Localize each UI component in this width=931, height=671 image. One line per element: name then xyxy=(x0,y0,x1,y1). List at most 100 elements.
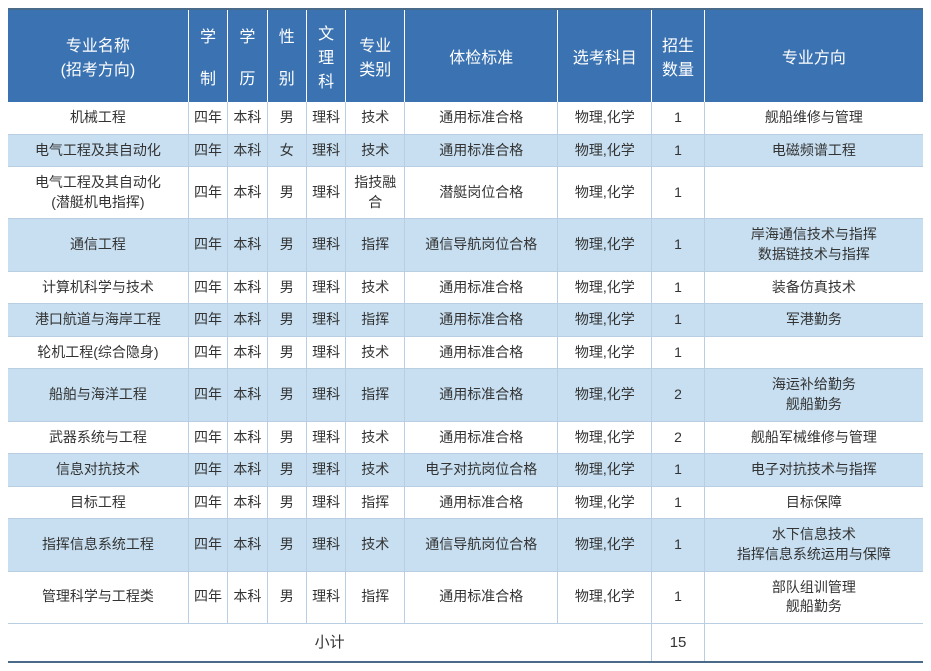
table-row: 电气工程及其自动化(潜艇机电指挥)四年本科男理科指技融合潜艇岗位合格物理,化学1 xyxy=(8,167,923,219)
cell-degree: 本科 xyxy=(228,454,267,487)
cell-quota: 1 xyxy=(652,486,704,519)
cell-gender: 男 xyxy=(267,271,306,304)
cell-physical: 通用标准合格 xyxy=(405,571,558,623)
cell-category: 指挥 xyxy=(346,304,405,337)
table-row: 港口航道与海岸工程四年本科男理科指挥通用标准合格物理,化学1军港勤务 xyxy=(8,304,923,337)
cell-gender: 男 xyxy=(267,102,306,134)
cell-direction xyxy=(704,167,923,219)
table-row: 船舶与海洋工程四年本科男理科指挥通用标准合格物理,化学2海运补给勤务舰船勤务 xyxy=(8,369,923,421)
cell-direction xyxy=(704,336,923,369)
cell-gender: 男 xyxy=(267,167,306,219)
admission-table: 专业名称(招考方向)学 制学 历性 别文理科专业类别体检标准选考科目招生数量专业… xyxy=(8,8,923,663)
cell-degree: 本科 xyxy=(228,102,267,134)
cell-degree: 本科 xyxy=(228,571,267,623)
cell-subjects: 物理,化学 xyxy=(558,271,652,304)
cell-category: 指挥 xyxy=(346,486,405,519)
cell-subjects: 物理,化学 xyxy=(558,336,652,369)
cell-subjects: 物理,化学 xyxy=(558,304,652,337)
cell-duration: 四年 xyxy=(188,454,227,487)
cell-arts-sci: 理科 xyxy=(306,571,345,623)
cell-physical: 通信导航岗位合格 xyxy=(405,519,558,571)
table-row: 机械工程四年本科男理科技术通用标准合格物理,化学1舰船维修与管理 xyxy=(8,102,923,134)
cell-category: 技术 xyxy=(346,271,405,304)
table-row: 信息对抗技术四年本科男理科技术电子对抗岗位合格物理,化学1电子对抗技术与指挥 xyxy=(8,454,923,487)
cell-gender: 男 xyxy=(267,421,306,454)
cell-name: 武器系统与工程 xyxy=(8,421,188,454)
cell-direction: 海运补给勤务舰船勤务 xyxy=(704,369,923,421)
cell-duration: 四年 xyxy=(188,219,227,271)
cell-quota: 2 xyxy=(652,421,704,454)
table-footer: 小计 15 xyxy=(8,623,923,662)
cell-name: 目标工程 xyxy=(8,486,188,519)
cell-gender: 男 xyxy=(267,486,306,519)
cell-degree: 本科 xyxy=(228,369,267,421)
table-row: 武器系统与工程四年本科男理科技术通用标准合格物理,化学2舰船军械维修与管理 xyxy=(8,421,923,454)
cell-arts-sci: 理科 xyxy=(306,519,345,571)
header-subjects: 选考科目 xyxy=(558,9,652,102)
cell-arts-sci: 理科 xyxy=(306,304,345,337)
cell-quota: 1 xyxy=(652,519,704,571)
cell-subjects: 物理,化学 xyxy=(558,134,652,167)
header-quota: 招生数量 xyxy=(652,9,704,102)
cell-quota: 1 xyxy=(652,571,704,623)
cell-duration: 四年 xyxy=(188,167,227,219)
header-direction: 专业方向 xyxy=(704,9,923,102)
cell-name: 轮机工程(综合隐身) xyxy=(8,336,188,369)
cell-quota: 1 xyxy=(652,219,704,271)
cell-gender: 男 xyxy=(267,369,306,421)
footer-total: 15 xyxy=(652,623,704,662)
cell-quota: 1 xyxy=(652,167,704,219)
cell-subjects: 物理,化学 xyxy=(558,369,652,421)
cell-duration: 四年 xyxy=(188,134,227,167)
cell-subjects: 物理,化学 xyxy=(558,219,652,271)
cell-arts-sci: 理科 xyxy=(306,271,345,304)
cell-subjects: 物理,化学 xyxy=(558,454,652,487)
cell-direction: 电子对抗技术与指挥 xyxy=(704,454,923,487)
header-physical: 体检标准 xyxy=(405,9,558,102)
cell-physical: 通用标准合格 xyxy=(405,134,558,167)
table-row: 轮机工程(综合隐身)四年本科男理科技术通用标准合格物理,化学1 xyxy=(8,336,923,369)
cell-direction: 装备仿真技术 xyxy=(704,271,923,304)
table-row: 计算机科学与技术四年本科男理科技术通用标准合格物理,化学1装备仿真技术 xyxy=(8,271,923,304)
cell-physical: 通用标准合格 xyxy=(405,421,558,454)
cell-name: 计算机科学与技术 xyxy=(8,271,188,304)
cell-degree: 本科 xyxy=(228,336,267,369)
cell-gender: 男 xyxy=(267,219,306,271)
cell-arts-sci: 理科 xyxy=(306,134,345,167)
cell-direction: 部队组训管理舰船勤务 xyxy=(704,571,923,623)
cell-category: 技术 xyxy=(346,519,405,571)
cell-degree: 本科 xyxy=(228,519,267,571)
cell-physical: 通用标准合格 xyxy=(405,304,558,337)
table-body: 机械工程四年本科男理科技术通用标准合格物理,化学1舰船维修与管理电气工程及其自动… xyxy=(8,102,923,623)
cell-physical: 通信导航岗位合格 xyxy=(405,219,558,271)
cell-category: 技术 xyxy=(346,421,405,454)
cell-direction: 目标保障 xyxy=(704,486,923,519)
cell-physical: 通用标准合格 xyxy=(405,336,558,369)
cell-duration: 四年 xyxy=(188,102,227,134)
cell-degree: 本科 xyxy=(228,304,267,337)
table-row: 通信工程四年本科男理科指挥通信导航岗位合格物理,化学1岸海通信技术与指挥数据链技… xyxy=(8,219,923,271)
cell-subjects: 物理,化学 xyxy=(558,571,652,623)
cell-subjects: 物理,化学 xyxy=(558,519,652,571)
header-degree: 学 历 xyxy=(228,9,267,102)
cell-subjects: 物理,化学 xyxy=(558,102,652,134)
cell-arts-sci: 理科 xyxy=(306,454,345,487)
cell-name: 指挥信息系统工程 xyxy=(8,519,188,571)
table-row: 电气工程及其自动化四年本科女理科技术通用标准合格物理,化学1电磁频谱工程 xyxy=(8,134,923,167)
cell-category: 技术 xyxy=(346,134,405,167)
cell-quota: 1 xyxy=(652,271,704,304)
table-row: 指挥信息系统工程四年本科男理科技术通信导航岗位合格物理,化学1水下信息技术指挥信… xyxy=(8,519,923,571)
table-header: 专业名称(招考方向)学 制学 历性 别文理科专业类别体检标准选考科目招生数量专业… xyxy=(8,9,923,102)
cell-name: 机械工程 xyxy=(8,102,188,134)
cell-category: 指挥 xyxy=(346,219,405,271)
cell-name: 通信工程 xyxy=(8,219,188,271)
cell-duration: 四年 xyxy=(188,336,227,369)
cell-category: 指挥 xyxy=(346,571,405,623)
cell-physical: 通用标准合格 xyxy=(405,102,558,134)
cell-name: 信息对抗技术 xyxy=(8,454,188,487)
footer-label: 小计 xyxy=(8,623,652,662)
cell-category: 指挥 xyxy=(346,369,405,421)
cell-degree: 本科 xyxy=(228,219,267,271)
table-row: 管理科学与工程类四年本科男理科指挥通用标准合格物理,化学1部队组训管理舰船勤务 xyxy=(8,571,923,623)
cell-arts-sci: 理科 xyxy=(306,421,345,454)
